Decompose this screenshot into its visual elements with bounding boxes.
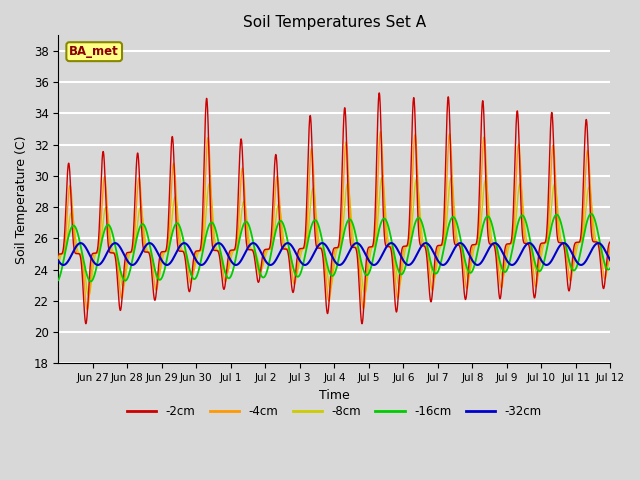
Legend: -2cm, -4cm, -8cm, -16cm, -32cm: -2cm, -4cm, -8cm, -16cm, -32cm	[122, 401, 547, 423]
X-axis label: Time: Time	[319, 389, 349, 402]
Text: BA_met: BA_met	[69, 45, 119, 58]
Y-axis label: Soil Temperature (C): Soil Temperature (C)	[15, 135, 28, 264]
Title: Soil Temperatures Set A: Soil Temperatures Set A	[243, 15, 426, 30]
